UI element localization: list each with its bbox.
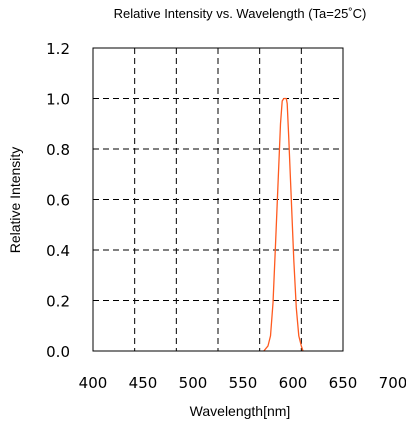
- series-line-0: [264, 99, 303, 352]
- x-tick-label-2: 500: [179, 374, 208, 392]
- x-tick-label-5: 650: [329, 374, 358, 392]
- x-tick-label-1: 450: [129, 374, 158, 392]
- tick-labels: 400 450 500 550 600 650 700 0.0 0.2 0.4 0.6 0.8 1.0 1…: [46, 40, 406, 392]
- y-tick-label-3: 0.6: [46, 192, 70, 210]
- y-axis-label: Relative Intensity: [7, 147, 23, 254]
- y-tick-label-0: 0.0: [46, 343, 70, 361]
- grid-lines: [93, 48, 343, 351]
- x-tick-label-6: 700: [379, 374, 406, 392]
- y-tick-label-6: 1.2: [46, 40, 70, 58]
- y-tick-label-5: 1.0: [46, 91, 70, 109]
- y-tick-label-2: 0.4: [46, 242, 70, 260]
- y-tick-label-1: 0.2: [46, 293, 70, 311]
- x-tick-label-0: 400: [79, 374, 108, 392]
- x-tick-label-4: 600: [279, 374, 308, 392]
- series-group: [264, 99, 303, 352]
- x-axis-label: Wavelength[nm]: [190, 403, 291, 419]
- y-tick-label-4: 0.8: [46, 141, 70, 159]
- x-tick-label-3: 550: [229, 374, 258, 392]
- chart-title: Relative Intensity vs. Wavelength (Ta=25…: [114, 6, 367, 21]
